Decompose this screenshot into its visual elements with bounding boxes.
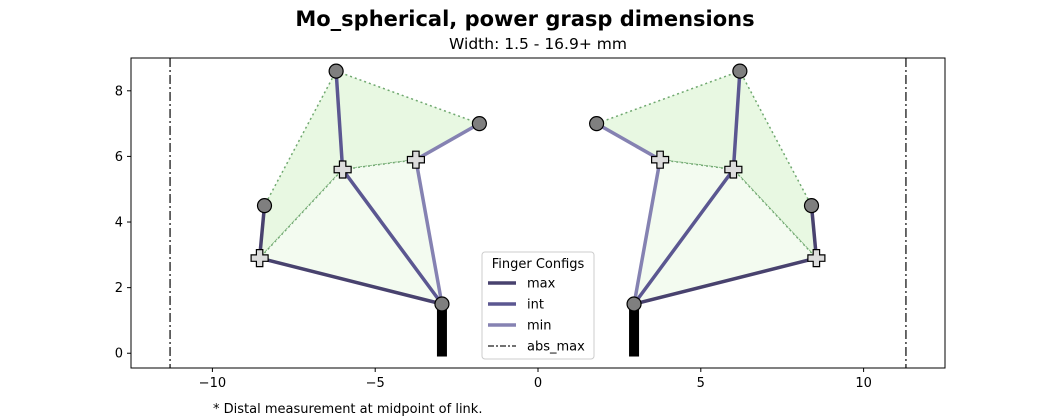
left-finger-base xyxy=(436,304,447,357)
y-tick-label: 2 xyxy=(115,281,123,296)
left-joint-circle-3 xyxy=(434,296,450,312)
right-joint-circle-1 xyxy=(732,63,748,79)
left-joint-cross-1 xyxy=(333,160,352,179)
legend-label-abs_max: abs_max xyxy=(527,340,585,355)
chart-subtitle: Width: 1.5 - 16.9+ mm xyxy=(449,35,627,53)
left-joint-cross-0 xyxy=(250,249,269,268)
left-joint-cross-2 xyxy=(406,150,425,169)
left-joint-circle-0 xyxy=(256,198,273,214)
x-axis: −10 −5 0 5 10 xyxy=(199,368,872,391)
y-axis: 0 2 4 6 8 xyxy=(115,84,131,362)
right-joint-cross-1 xyxy=(724,160,743,179)
left-outer-envelope xyxy=(258,70,482,261)
legend-label-min: min xyxy=(527,319,552,334)
y-tick-label: 0 xyxy=(115,347,123,362)
right-joint-cross-0 xyxy=(807,249,826,268)
right-joint-circle-2 xyxy=(589,116,605,132)
right-joint-circle-3 xyxy=(626,296,642,312)
footnote: * Distal measurement at midpoint of link… xyxy=(213,402,482,417)
legend: Finger Configs max int min abs_max xyxy=(481,251,595,360)
right-joint-cross-2 xyxy=(651,150,670,169)
x-tick-label: 10 xyxy=(855,376,872,391)
right-joint-circle-0 xyxy=(803,198,820,214)
y-tick-label: 6 xyxy=(115,150,123,165)
y-tick-label: 4 xyxy=(115,216,123,231)
finger-joints xyxy=(250,63,826,312)
chart-title: Mo_spherical, power grasp dimensions xyxy=(295,7,754,31)
left-joint-circle-2 xyxy=(471,116,487,132)
abs-max-lines xyxy=(169,58,907,368)
plot-area xyxy=(130,57,946,369)
y-tick-label: 8 xyxy=(115,84,123,99)
legend-label-max: max xyxy=(527,277,556,292)
x-tick-label: −10 xyxy=(199,376,226,391)
legend-box xyxy=(481,251,595,360)
left-joint-circle-1 xyxy=(328,63,344,79)
legend-title: Finger Configs xyxy=(492,257,585,272)
legend-label-int: int xyxy=(527,298,544,313)
x-tick-label: −5 xyxy=(366,376,385,391)
finger-bases xyxy=(436,304,640,357)
x-tick-label: 0 xyxy=(534,376,542,391)
right-outer-envelope xyxy=(594,70,818,261)
x-tick-label: 5 xyxy=(697,376,705,391)
right-finger-base xyxy=(629,304,640,357)
